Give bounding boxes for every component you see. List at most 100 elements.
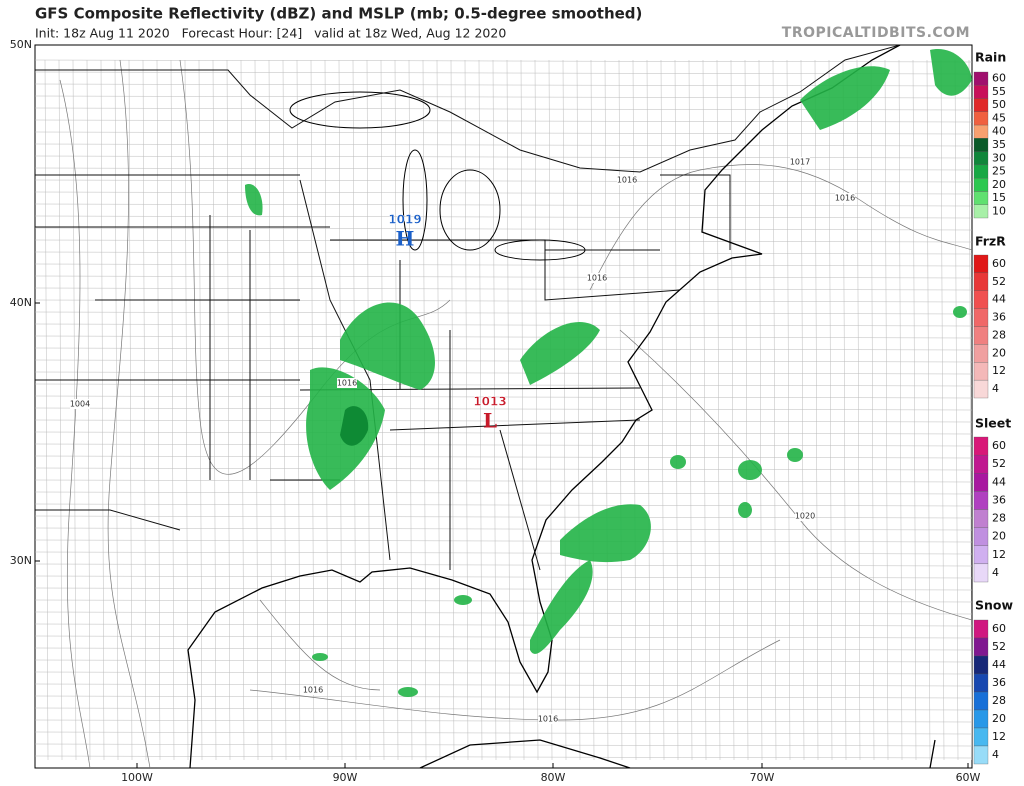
legend-level: 28 [992, 512, 1006, 525]
echo [738, 502, 752, 518]
legend-swatch [973, 272, 989, 291]
lat-label: 50N [10, 38, 32, 51]
legend-swatch [973, 362, 989, 381]
isobar-label: 1020 [795, 512, 815, 521]
county-lines [35, 59, 972, 761]
legend-level: 60 [992, 622, 1006, 635]
echo [953, 306, 967, 318]
credit: TROPICALTIDBITS.COM [782, 25, 970, 41]
legend-swatch [973, 527, 989, 546]
legend-level: 12 [992, 548, 1006, 561]
legends: Rain6055504540353025201510FrzR6052443628… [973, 50, 1013, 765]
echo [454, 595, 472, 605]
legend-level: 35 [992, 138, 1006, 151]
legend-level: 45 [992, 111, 1006, 124]
pressure-symbol: H [396, 227, 415, 251]
isobar-label: 1017 [790, 158, 810, 167]
pressure-value: 1019 [388, 213, 421, 227]
legend-swatch [973, 745, 989, 765]
legend-title: Rain [975, 50, 1006, 65]
legend-level: 60 [992, 257, 1006, 270]
legend-swatch [973, 379, 989, 399]
isobar-label-bg [617, 175, 637, 185]
isobar [59, 79, 91, 768]
county-grid [35, 59, 972, 761]
legend-level: 52 [992, 275, 1006, 288]
isobar-label-bg [538, 714, 558, 724]
legend-level: 20 [992, 712, 1006, 725]
isobar-label: 1016 [587, 274, 607, 283]
echo [800, 66, 890, 130]
legend-level: 50 [992, 98, 1006, 111]
legend-level: 36 [992, 676, 1006, 689]
echo [245, 184, 263, 216]
legend-swatch [973, 655, 989, 675]
isobar-label: 1016 [835, 194, 855, 203]
legend-level: 40 [992, 125, 1006, 138]
legend-level: 12 [992, 364, 1006, 377]
isobar-label-bg [303, 685, 323, 695]
isobar-label: 1016 [617, 176, 637, 185]
lat-label: 40N [10, 296, 32, 309]
legend-level: 20 [992, 346, 1006, 359]
lon-label: 70W [750, 771, 775, 784]
lon-label: 90W [333, 771, 358, 784]
isobar-label-bg [795, 511, 815, 521]
legend-level: 30 [992, 151, 1006, 164]
echo [340, 406, 369, 446]
border [35, 45, 901, 173]
lake [494, 239, 586, 261]
legend-swatch [973, 326, 989, 345]
legend-swatch [973, 509, 989, 528]
isobar-labels: 1016 1016 1016 1004 1017 1016 1020 1016 1016 [70, 157, 855, 724]
legend-swatch [973, 138, 989, 152]
legend-swatch [973, 85, 989, 99]
legend-level: 44 [992, 475, 1006, 488]
lake [289, 91, 431, 129]
legend-level: 28 [992, 328, 1006, 341]
legend-swatch [973, 563, 989, 583]
map-frame [34, 44, 973, 769]
legend-swatch [973, 344, 989, 363]
isobar-label-bg [587, 273, 607, 283]
lake [439, 169, 501, 251]
legend-swatch [973, 191, 989, 205]
legend-swatch [973, 254, 989, 274]
isobar [107, 59, 151, 768]
echo [670, 455, 686, 469]
legend-level: 55 [992, 85, 1006, 98]
legend-level: 52 [992, 640, 1006, 653]
legend-level: 25 [992, 165, 1006, 178]
legend-title: FrzR [975, 234, 1006, 249]
legend-swatch [973, 164, 989, 179]
axes: 50N 40N 30N 100W 90W 80W 70W 60W [10, 38, 981, 784]
legend-swatch [973, 691, 989, 711]
lon-label: 80W [541, 771, 566, 784]
legend-level: 36 [992, 493, 1006, 506]
legend-swatch [973, 545, 989, 565]
map-area: 1016 1016 1016 1004 1017 1016 1020 1016 1016 101… [34, 44, 973, 769]
legend-swatch [973, 178, 989, 192]
lake [402, 149, 428, 251]
legend-swatch [973, 290, 989, 309]
legend-level: 60 [992, 72, 1006, 85]
legend-swatch [973, 491, 989, 510]
pressure-value: 1013 [473, 395, 506, 409]
legend-swatch [973, 709, 989, 729]
legend-level: 4 [992, 382, 999, 395]
pressure-symbol: L [483, 409, 497, 433]
legend-swatch [973, 308, 989, 327]
legend-swatch [973, 454, 989, 474]
echo [520, 321, 600, 385]
lon-label: 100W [121, 771, 153, 784]
echo [340, 302, 435, 390]
lon-label: 60W [956, 771, 981, 784]
legend-level: 12 [992, 730, 1006, 743]
echo [560, 504, 651, 563]
echo [398, 687, 418, 697]
coastline [187, 45, 901, 768]
legend-swatch [973, 111, 989, 126]
